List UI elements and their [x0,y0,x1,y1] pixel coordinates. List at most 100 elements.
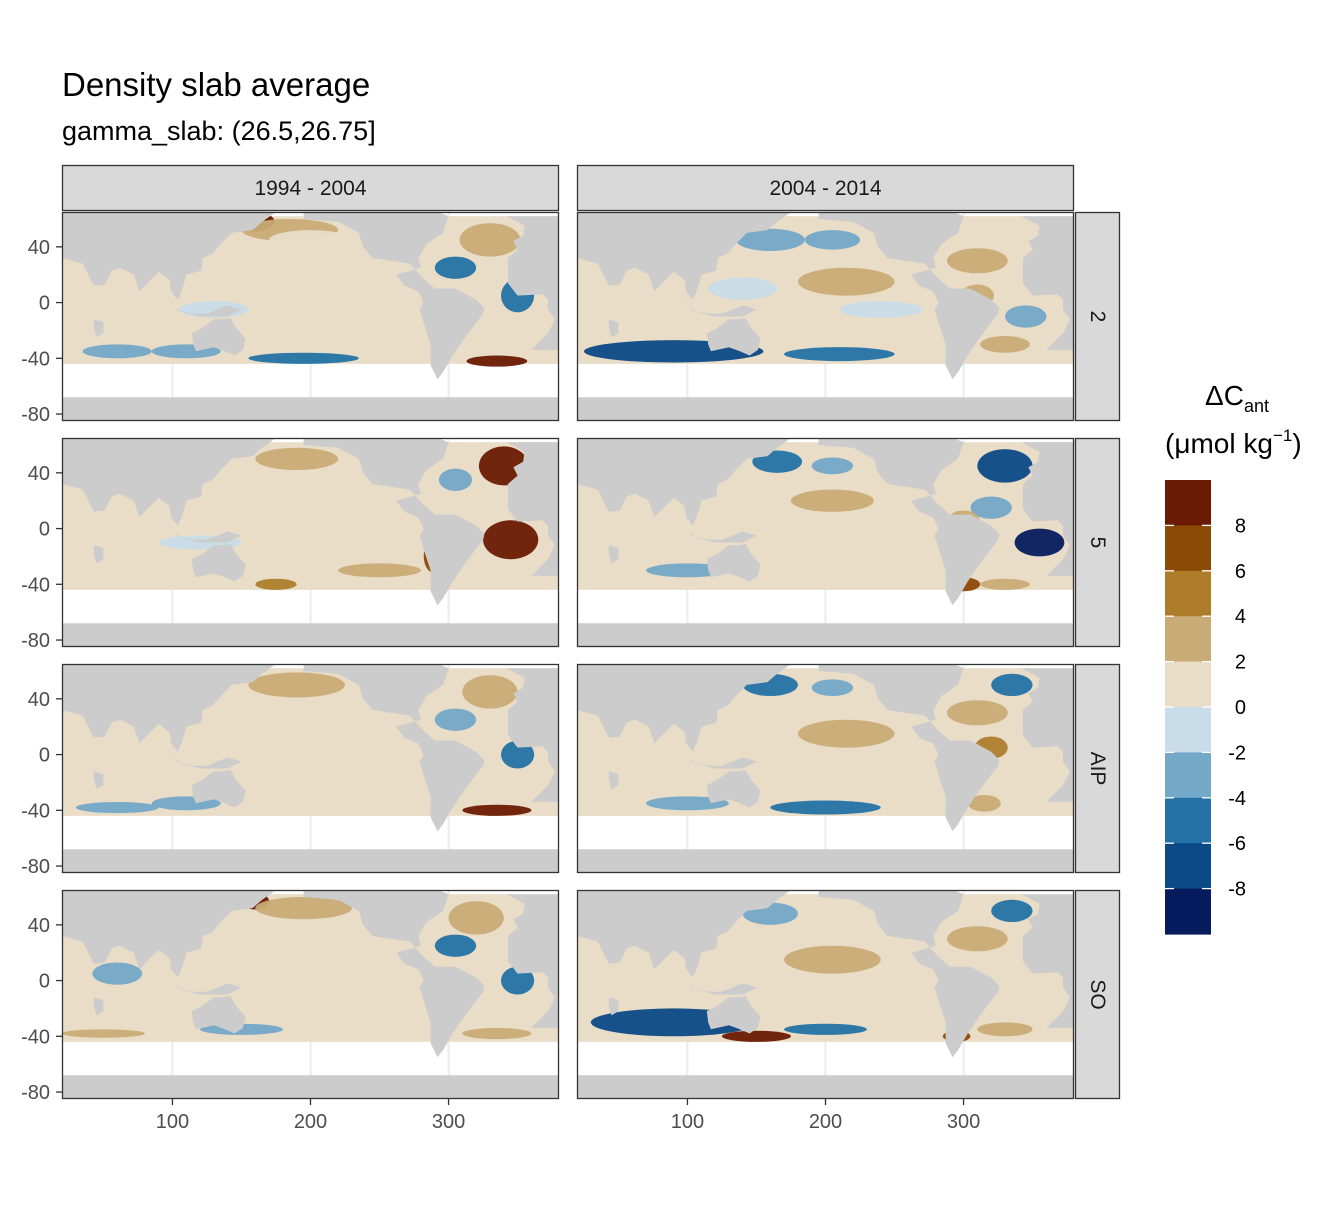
land-antarctica [62,1075,559,1099]
y-tick-label: -80 [21,1082,50,1104]
land-madagascar [608,771,619,790]
data-feature-3 [946,700,1008,726]
x-tick-label: 100 [156,1111,189,1133]
land-eurasia [62,212,276,300]
panel-border [61,889,560,1100]
row-strip-label: AIP [1086,752,1109,786]
row-strip [1074,889,1121,1100]
x-tick-label: 300 [432,1111,465,1133]
data-feature-3 [501,740,535,769]
y-tick-label: -80 [21,404,50,426]
data-feature-8 [967,794,1001,812]
data-feature-6 [466,355,528,367]
land-eurasia [62,664,276,752]
data-feature-4 [434,256,477,279]
data-feature-8 [980,336,1030,353]
y-tick-label: 0 [39,519,50,541]
data-feature-6 [462,1027,532,1040]
row-strip [1074,663,1121,874]
land-eurasia [577,890,791,978]
y-tick-label: 40 [28,689,50,711]
data-feature-3 [255,447,339,471]
data-feature-1 [483,520,539,560]
land-indonesia [165,973,242,995]
land-madagascar [93,319,104,338]
data-feature-2 [448,901,504,935]
data-feature-1 [811,679,854,697]
data-feature-5 [1004,305,1047,328]
land-australia [191,543,246,582]
data-feature-8 [92,962,143,985]
land-eurasia [577,438,791,526]
data-feature-6 [977,1022,1033,1037]
column-strip-label: 1994 - 2004 [254,177,366,200]
land-americas [303,212,485,380]
panel-border [576,211,1075,422]
data-feature-8 [991,899,1033,923]
data-feature-4 [289,492,373,510]
data-feature-6 [255,755,366,768]
land-indonesia [680,747,757,769]
x-tick-label: 300 [947,1111,980,1133]
data-feature-4 [501,966,535,995]
data-feature-6 [438,468,473,491]
land-madagascar [608,545,619,564]
data-feature-5 [62,1029,145,1038]
land-eurasia [577,212,791,300]
map-panel-2-1 [577,212,1074,421]
data-feature-0 [478,446,529,486]
land-africa [506,216,559,350]
map-panel-AIP-0 [62,664,559,873]
land-eurasia [577,664,791,752]
data-feature-7 [646,796,729,811]
data-feature-8 [980,578,1030,590]
land-americas [818,664,1000,832]
data-feature-5 [255,578,297,590]
data-feature-6 [770,800,881,815]
data-feature-9 [82,344,152,359]
legend: ΔCant (μmol kg−1) 8 6 4 2 0 -2 -4 -6 -8 [1165,380,1302,935]
land-antarctica [577,623,1074,647]
data-feature-4 [462,804,532,816]
data-feature-5 [946,926,1008,952]
legend-bin [1165,570,1211,617]
data-feature-5 [991,673,1033,697]
y-tick-label: -40 [21,800,50,822]
map-panel-SO-1 [577,890,1074,1099]
data-feature-7 [784,347,895,362]
land-africa [506,894,559,1028]
data-feature-0 [248,672,346,698]
legend-bin [1165,480,1211,526]
legend-bin [1165,661,1211,708]
data-feature-8 [338,563,421,578]
land-americas [303,438,485,606]
legend-bin [1165,752,1211,799]
land-australia [706,995,761,1034]
data-feature-2 [269,230,352,250]
land-americas [303,890,485,1058]
x-tick-label: 100 [671,1111,704,1133]
data-feature-11 [331,309,428,324]
land-australia [706,769,761,808]
legend-bin [1165,797,1211,844]
land-madagascar [93,771,104,790]
data-feature-10 [839,301,923,318]
legend-bin [1165,616,1211,663]
land-africa [506,668,559,802]
land-madagascar [608,319,619,338]
data-feature-4 [784,945,881,974]
data-feature-3 [434,934,477,957]
land-africa [1021,894,1074,1028]
row-strip [1074,211,1121,422]
land-africa [1021,216,1074,350]
y-tick-label: -40 [21,574,50,596]
data-feature-2 [797,267,895,296]
land-australia [191,769,246,808]
y-tick-label: 40 [28,915,50,937]
data-feature-2 [977,449,1033,483]
legend-label: -4 [1228,788,1246,810]
land-eurasia [62,890,276,978]
panel-border [576,663,1075,874]
panel-border [61,437,560,648]
